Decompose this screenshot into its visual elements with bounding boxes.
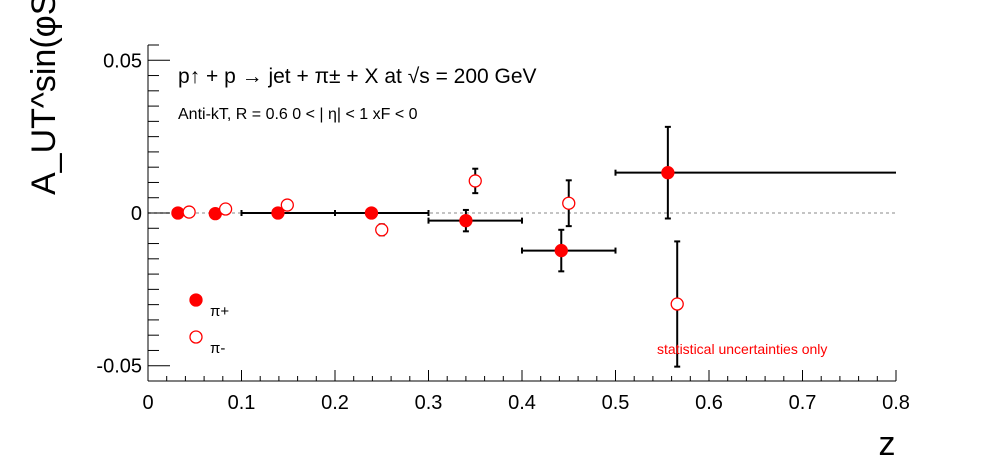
legend-label-pi-plus: π+	[210, 303, 229, 320]
data-point-pi-plus	[554, 243, 568, 258]
legend: π+ π-	[189, 293, 229, 357]
x-tick-label: 0.7	[789, 392, 817, 414]
data-point-pi-minus	[375, 223, 389, 237]
x-tick-label: 0.4	[508, 392, 536, 414]
data-point-pi-minus	[280, 198, 294, 212]
data-point-pi-minus	[468, 174, 482, 188]
data-point-pi-minus	[562, 196, 576, 210]
chart-title: p↑ + p → jet + π± + X at √s = 200 GeV	[178, 65, 537, 88]
x-tick-label: 0.8	[882, 392, 910, 414]
data-point-pi-plus	[171, 206, 185, 220]
y-tick-label: -0.05	[96, 356, 142, 378]
data-point-pi-plus	[459, 213, 473, 228]
data-point-pi-minus	[218, 202, 233, 216]
uncertainty-note: statistical uncertainties only	[657, 341, 827, 357]
legend-marker-pi-minus	[189, 330, 203, 344]
data-point-pi-minus	[670, 297, 684, 311]
data-point-pi-plus	[364, 206, 379, 220]
y-tick-label: 0.05	[103, 50, 142, 72]
chart-subtitle: Anti-kT, R = 0.6 0 < | η| < 1 xF < 0	[178, 106, 418, 123]
x-axis-label: z	[879, 425, 896, 463]
x-tick-label: 0.5	[602, 392, 630, 414]
y-tick-label: 0	[131, 203, 142, 225]
legend-marker-pi-plus	[189, 293, 203, 307]
data-point-pi-plus	[271, 206, 285, 220]
x-tick-label: 0.1	[228, 392, 256, 414]
y-axis-label: A_UT^sin(φS-φh)	[25, 0, 63, 195]
legend-label-pi-minus: π-	[210, 340, 225, 357]
x-tick-label: 0	[142, 392, 153, 414]
x-tick-label: 0.2	[321, 392, 349, 414]
data-point-pi-minus	[182, 205, 196, 219]
x-tick-label: 0.3	[415, 392, 443, 414]
x-tick-label: 0.6	[695, 392, 723, 414]
data-point-pi-plus	[661, 166, 675, 180]
